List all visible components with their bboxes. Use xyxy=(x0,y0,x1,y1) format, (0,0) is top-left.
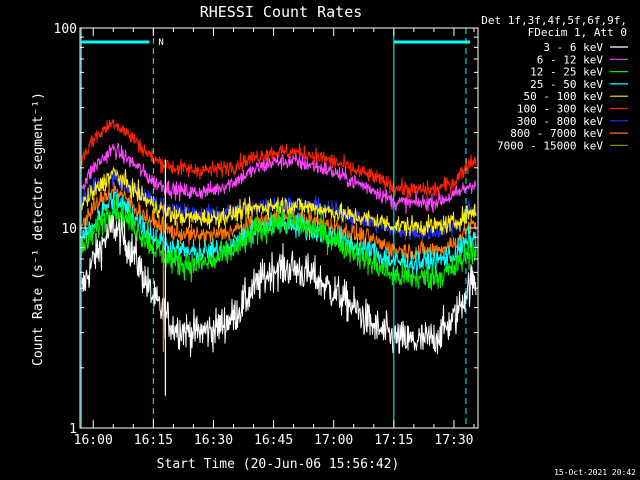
series-line-12-25-kev xyxy=(81,195,477,291)
series-line-3-6-kev xyxy=(81,214,477,358)
y-tick-label: 1 xyxy=(69,422,77,437)
axes: 16:00 16:15 16:30 16:45 17:00 17:15 17:30 1 10 10… xyxy=(54,22,479,448)
legend-entry-label: 25 - 50 keV xyxy=(530,78,603,91)
x-tick-label: 16:45 xyxy=(254,433,293,448)
plot-area: N xyxy=(80,28,477,428)
x-tick-label: 16:30 xyxy=(194,433,233,448)
legend-entry-label: 7000 - 15000 keV xyxy=(497,139,603,152)
x-tick-label: 17:00 xyxy=(314,433,353,448)
legend-entry-label: 50 - 100 keV xyxy=(524,90,604,103)
legend-entry-label: 3 - 6 keV xyxy=(543,41,603,54)
legend-entry-label: 300 - 800 keV xyxy=(517,115,603,128)
attenuator-bar-label: N xyxy=(158,38,163,48)
y-axis-label: Count Rate (s⁻¹ detector segment⁻¹) xyxy=(31,92,46,366)
series-line-100-300-kev xyxy=(81,118,477,199)
legend-header-line: FDecim 1, Att 0 xyxy=(528,26,627,39)
x-tick-label: 17:30 xyxy=(434,433,473,448)
footer-timestamp: 15-Oct-2021 20:42 xyxy=(554,468,636,477)
legend-entry-label: 800 - 7000 keV xyxy=(510,127,603,140)
x-axis-label: Start Time (20-Jun-06 15:56:42) xyxy=(157,457,400,472)
x-tick-label: 16:00 xyxy=(74,433,113,448)
series-line-6-12-kev xyxy=(81,142,477,214)
x-tick-label: 17:15 xyxy=(374,433,413,448)
x-tick-label: 16:15 xyxy=(134,433,173,448)
legend-entry-label: 12 - 25 keV xyxy=(530,66,603,79)
legend-entry-label: 6 - 12 keV xyxy=(537,53,604,66)
legend-entry-label: 100 - 300 keV xyxy=(517,103,603,116)
legend-header-line: Det 1f,3f,4f,5f,6f,9f, xyxy=(481,14,627,27)
legend: Det 1f,3f,4f,5f,6f,9f,FDecim 1, Att 0 3 -… xyxy=(481,14,628,152)
y-tick-label: 100 xyxy=(54,22,77,37)
chart-title: RHESSI Count Rates xyxy=(200,3,363,21)
y-tick-label: 10 xyxy=(61,222,77,237)
